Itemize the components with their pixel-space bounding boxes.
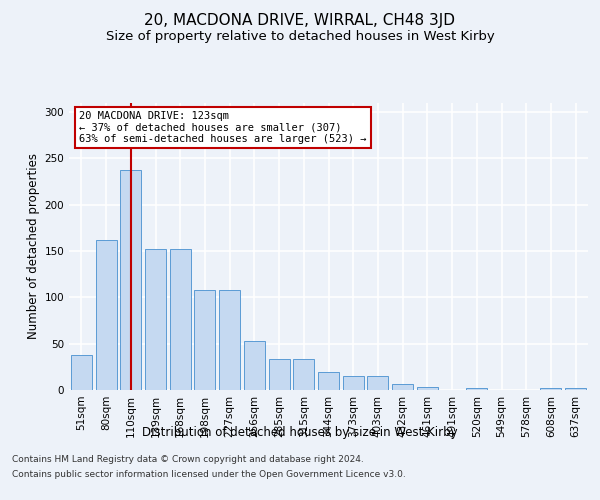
Bar	[466, 388, 487, 390]
Bar	[367, 376, 388, 390]
Bar	[541, 388, 562, 390]
Text: Size of property relative to detached houses in West Kirby: Size of property relative to detached ho…	[106, 30, 494, 43]
Bar	[71, 355, 92, 390]
Text: Contains public sector information licensed under the Open Government Licence v3: Contains public sector information licen…	[12, 470, 406, 479]
Bar	[293, 360, 314, 390]
Text: Distribution of detached houses by size in West Kirby: Distribution of detached houses by size …	[142, 426, 458, 439]
Bar	[219, 290, 240, 390]
Text: 20 MACDONA DRIVE: 123sqm
← 37% of detached houses are smaller (307)
63% of semi-: 20 MACDONA DRIVE: 123sqm ← 37% of detach…	[79, 111, 367, 144]
Y-axis label: Number of detached properties: Number of detached properties	[27, 153, 40, 340]
Bar	[318, 372, 339, 390]
Bar	[417, 387, 438, 390]
Bar	[244, 341, 265, 390]
Bar	[565, 388, 586, 390]
Bar	[392, 384, 413, 390]
Bar	[343, 376, 364, 390]
Text: 20, MACDONA DRIVE, WIRRAL, CH48 3JD: 20, MACDONA DRIVE, WIRRAL, CH48 3JD	[145, 12, 455, 28]
Bar	[269, 360, 290, 390]
Bar	[120, 170, 141, 390]
Bar	[194, 290, 215, 390]
Bar	[170, 249, 191, 390]
Text: Contains HM Land Registry data © Crown copyright and database right 2024.: Contains HM Land Registry data © Crown c…	[12, 455, 364, 464]
Bar	[95, 240, 116, 390]
Bar	[145, 249, 166, 390]
